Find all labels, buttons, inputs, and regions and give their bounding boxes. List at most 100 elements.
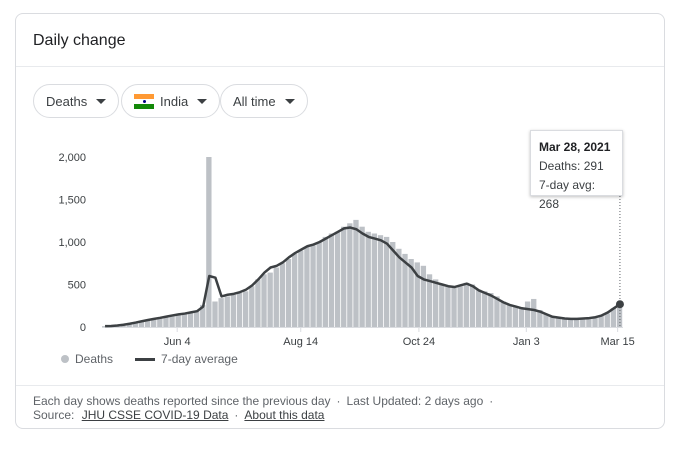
- hover-point: [615, 300, 624, 309]
- deaths-bar: [518, 308, 525, 327]
- deaths-bar: [488, 293, 494, 327]
- deaths-bar: [402, 253, 408, 327]
- about-link[interactable]: About this data: [244, 408, 325, 422]
- deaths-bar: [420, 265, 427, 327]
- deaths-bar: [224, 296, 230, 327]
- footer-divider: [16, 385, 664, 386]
- deaths-bar: [200, 304, 206, 327]
- metric-dropdown-label: Deaths: [46, 93, 88, 109]
- deaths-bar: [580, 318, 586, 327]
- deaths-bar: [353, 219, 359, 327]
- y-tick-label: 2,000: [58, 152, 86, 164]
- deaths-bar: [531, 298, 537, 327]
- deaths-bar: [616, 302, 623, 327]
- deaths-bar: [255, 279, 261, 327]
- tooltip-deaths: Deaths: 291: [539, 159, 604, 173]
- line-legend-label: 7-day average: [161, 352, 238, 366]
- deaths-bar: [212, 301, 218, 327]
- deaths-bar: [451, 287, 457, 327]
- deaths-bar: [132, 322, 138, 327]
- deaths-bar: [218, 298, 224, 327]
- deaths-bar: [157, 317, 163, 327]
- y-tick-label: 500: [68, 280, 86, 292]
- range-dropdown-label: All time: [233, 93, 276, 109]
- deaths-bar: [377, 235, 384, 327]
- deaths-bar: [408, 259, 414, 327]
- x-tick-label: Jun 4: [164, 336, 191, 348]
- y-tick-label: 0: [80, 322, 86, 334]
- caret-down-icon: [197, 98, 208, 104]
- deaths-bar: [475, 289, 482, 327]
- deaths-bar: [175, 314, 181, 327]
- deaths-bar: [463, 282, 469, 327]
- deaths-bar: [432, 279, 439, 327]
- deaths-bar: [279, 263, 286, 327]
- bars-legend-swatch: [61, 355, 69, 363]
- y-tick-label: 1,500: [58, 195, 86, 207]
- source-link[interactable]: JHU CSSE COVID-19 Data: [81, 408, 229, 422]
- deaths-bar: [494, 296, 500, 327]
- daily-deaths-chart[interactable]: 0 500 1,000 1,500 2,000 Jun 4 Aug 14 Oct 24 Jan …: [16, 14, 666, 374]
- deaths-bar: [310, 245, 316, 327]
- footer-line-2: Source: JHU CSSE COVID-19 Data · About thi…: [33, 408, 325, 422]
- deaths-bar: [426, 274, 433, 327]
- x-tick-label: Mar 15: [601, 336, 635, 348]
- footer-description: Each day shows deaths reported since the…: [33, 394, 331, 408]
- deaths-bar: [334, 231, 341, 327]
- country-dropdown-label: India: [160, 93, 189, 109]
- deaths-bar: [267, 272, 273, 327]
- footer-line-1: Each day shows deaths reported since the…: [33, 394, 494, 408]
- deaths-bar: [469, 284, 476, 327]
- deaths-bar: [347, 223, 353, 327]
- chart-legend: Deaths 7-day average: [61, 352, 238, 366]
- y-tick-label: 1,000: [58, 237, 86, 249]
- deaths-bar: [439, 284, 445, 327]
- deaths-bar: [549, 316, 555, 327]
- caret-down-icon: [96, 98, 107, 104]
- deaths-bar: [445, 286, 451, 327]
- tooltip-avg: 7-day avg: 268: [539, 178, 596, 211]
- deaths-bar: [586, 318, 592, 327]
- x-tick-label: Oct 24: [403, 336, 435, 348]
- deaths-bar: [383, 236, 390, 327]
- header-divider: [16, 66, 664, 67]
- deaths-bar: [316, 242, 322, 327]
- deaths-bar: [524, 301, 531, 327]
- deaths-bar: [298, 250, 304, 327]
- card-title: Daily change: [33, 32, 126, 49]
- deaths-bar: [102, 326, 108, 327]
- deaths-bar: [567, 319, 574, 327]
- seven-day-average-line: [105, 226, 621, 328]
- deaths-bar: [261, 274, 267, 327]
- deaths-bar: [193, 310, 200, 327]
- metric-dropdown[interactable]: Deaths: [33, 84, 120, 118]
- deaths-bar: [365, 231, 371, 327]
- deaths-bar: [506, 304, 512, 327]
- deaths-bar: [390, 242, 396, 327]
- deaths-bar: [482, 291, 488, 327]
- deaths-bar: [457, 286, 463, 327]
- deaths-bar: [230, 294, 237, 327]
- daily-change-card: Daily change Deaths India All time 0 500 1…: [15, 13, 665, 429]
- deaths-bar: [181, 313, 188, 327]
- deaths-bar: [169, 315, 175, 327]
- deaths-bar: [151, 318, 157, 327]
- x-tick-label: Jan 3: [513, 336, 540, 348]
- source-label: Source:: [33, 408, 75, 422]
- deaths-bar: [592, 317, 598, 327]
- deaths-bar: [598, 315, 604, 327]
- deaths-bar: [292, 253, 298, 327]
- deaths-bar: [610, 308, 617, 327]
- range-dropdown[interactable]: All time: [220, 84, 308, 118]
- x-tick-label: Aug 14: [283, 336, 318, 348]
- deaths-bar: [561, 318, 568, 327]
- line-legend-swatch: [135, 357, 156, 361]
- country-dropdown[interactable]: India: [121, 84, 221, 118]
- deaths-bar: [285, 259, 292, 327]
- india-flag-icon: [134, 93, 154, 109]
- deaths-bar: [328, 233, 335, 327]
- caret-down-icon: [284, 98, 295, 104]
- chart-tooltip: Mar 28, 2021 Deaths: 291 7-day avg: 268: [530, 130, 623, 211]
- deaths-bar: [138, 321, 145, 327]
- deaths-bar: [236, 293, 243, 327]
